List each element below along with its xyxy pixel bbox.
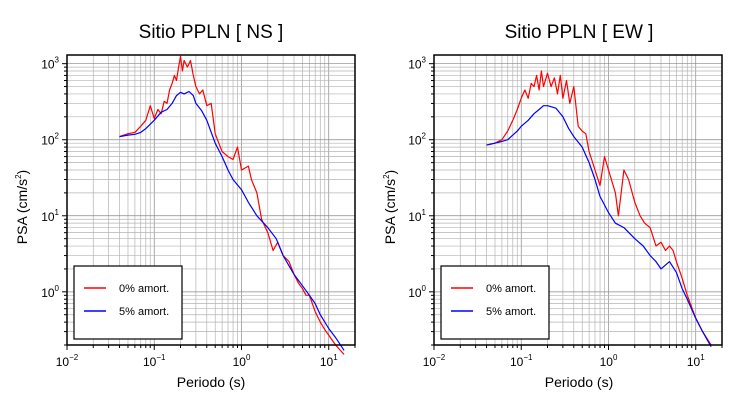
y-axis-label-main: PSA (cm/s — [382, 179, 398, 244]
chart-panel-ew: Sitio PPLN [ EW ] Periodo (s) PSA (cm/s2… — [382, 22, 723, 390]
legend: 0% amort. 5% amort. — [440, 265, 550, 340]
y-axis-label-close: ) — [14, 170, 30, 175]
series-line-damping-5 — [486, 105, 712, 347]
y-tick-label: 103 — [41, 56, 59, 72]
x-tick-label: 100 — [600, 353, 618, 369]
legend-label: 0% amort. — [486, 283, 536, 295]
chart-title: Sitio PPLN [ EW ] — [505, 22, 654, 43]
legend-box — [73, 265, 183, 340]
y-tick-label: 101 — [41, 208, 59, 224]
x-tick-label: 10−2 — [423, 353, 446, 369]
y-axis-label-close: ) — [382, 170, 398, 175]
x-tick-label: 10−1 — [510, 353, 533, 369]
chart-panel-ns: Sitio PPLN [ NS ] Periodo (s) PSA (cm/s2… — [14, 22, 356, 390]
y-axis-label-exponent: 2 — [14, 174, 23, 179]
y-axis-label-main: PSA (cm/s — [14, 179, 30, 244]
x-tick-label: 10−2 — [56, 353, 79, 369]
series-line-damping-0 — [486, 70, 712, 346]
legend-box — [440, 265, 550, 340]
plot-frame — [433, 54, 723, 346]
chart-title: Sitio PPLN [ NS ] — [139, 22, 284, 43]
x-tick-label: 100 — [233, 353, 251, 369]
legend: 0% amort. 5% amort. — [73, 265, 183, 340]
x-axis-label: Periodo (s) — [177, 374, 245, 390]
y-tick-label: 100 — [408, 284, 426, 300]
x-tick-label: 101 — [687, 353, 705, 369]
plot-frame — [66, 54, 356, 346]
legend-label: 5% amort. — [486, 306, 536, 318]
y-axis-label-exponent: 2 — [382, 174, 391, 179]
y-tick-label: 103 — [408, 56, 426, 72]
y-tick-label: 101 — [408, 208, 426, 224]
legend-label: 0% amort. — [119, 283, 169, 295]
x-tick-label: 101 — [320, 353, 338, 369]
y-tick-label: 102 — [408, 132, 426, 148]
axis-ticks — [62, 63, 356, 350]
y-axis-label: PSA (cm/s2) — [382, 170, 398, 244]
x-axis-label: Periodo (s) — [545, 374, 613, 390]
legend-label: 5% amort. — [119, 306, 169, 318]
x-tick-label: 10−1 — [143, 353, 166, 369]
y-tick-label: 102 — [41, 132, 59, 148]
axis-ticks — [429, 63, 723, 350]
y-tick-label: 100 — [41, 284, 59, 300]
series-line-damping-0 — [119, 55, 345, 355]
y-axis-label: PSA (cm/s2) — [14, 170, 30, 244]
series-line-damping-5 — [119, 90, 345, 351]
